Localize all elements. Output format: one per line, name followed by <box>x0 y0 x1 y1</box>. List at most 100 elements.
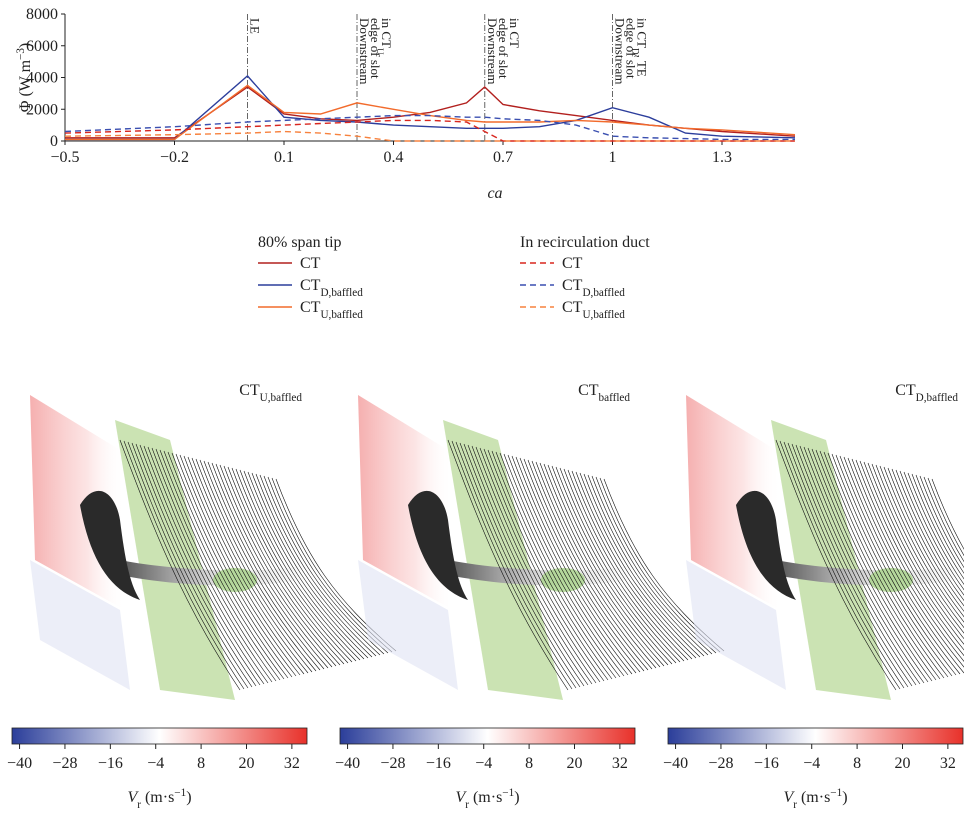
y-axis-label-part: Φ (W m <box>17 59 34 112</box>
annotation-text: in CT <box>507 18 522 48</box>
legend-label-part: CT <box>562 255 583 272</box>
legend-label-part: D,baffled <box>320 287 363 299</box>
legend-label: CTU,baffled <box>300 299 363 321</box>
colorbar-tick-label: −16 <box>754 755 779 772</box>
annotation-text-part: Downstream <box>357 18 372 84</box>
series-line <box>64 130 795 142</box>
annotation-text: edge of slot <box>496 18 511 79</box>
colorbar-label-part: r <box>137 799 141 811</box>
y-tick-label: 4000 <box>26 70 58 87</box>
x-axis-label-part: ca <box>487 185 502 202</box>
colorbar-tick-label: −28 <box>380 755 405 772</box>
colorbar-label-part: (m·s <box>141 789 174 806</box>
colorbar-label-part: (m·s <box>469 789 502 806</box>
annotation-text: Downstream <box>613 18 628 84</box>
series-line <box>65 86 796 139</box>
colorbar-label-part: r <box>465 799 469 811</box>
colorbar-label-part: ) <box>186 789 191 806</box>
panel-title-part: CT <box>239 382 260 399</box>
annotation-text-part: U <box>375 48 385 55</box>
colorbar <box>339 727 636 745</box>
panel-title-part: D,baffled <box>916 392 959 404</box>
colorbar-label-part: V <box>127 789 139 806</box>
legend-label: CTD,baffled <box>300 277 363 299</box>
legend-label-part: CT <box>300 277 321 294</box>
annotation-text: LE <box>248 18 263 34</box>
flow-render <box>29 394 397 701</box>
y-axis-label-part: −3 <box>15 48 27 60</box>
colorbar-tick-label: 20 <box>238 755 254 772</box>
x-tick-label: 0.1 <box>274 149 294 166</box>
colorbar-tick-label: 32 <box>612 755 628 772</box>
panel-title: CTbaffled <box>578 382 630 404</box>
colorbar-tick-label: 8 <box>525 755 533 772</box>
annotation-text-part: edge of slot <box>368 18 383 79</box>
legend-label-part: U,baffled <box>582 309 625 321</box>
y-axis-label: Φ (W m−3) <box>15 43 34 113</box>
series-line <box>64 114 795 141</box>
panel-title-part: baffled <box>599 392 631 404</box>
colorbar-label-part: −1 <box>502 787 514 799</box>
colorbar-tick-label: 32 <box>940 755 956 772</box>
colorbar-tick-label: −16 <box>98 755 123 772</box>
legend-label-part: CT <box>562 299 583 316</box>
annotation-text-part: D <box>631 48 641 55</box>
annotation-text-part: edge of slot <box>624 18 639 79</box>
y-tick-label: 0 <box>50 133 58 150</box>
colorbar-tick-label: −40 <box>7 755 32 772</box>
x-tick-label: −0.2 <box>160 149 189 166</box>
series-line <box>65 74 796 141</box>
panel-title-part: CT <box>578 382 599 399</box>
colorbar-label-part: (m·s <box>797 789 830 806</box>
colorbar-tick-label: −4 <box>475 755 492 772</box>
colorbar-tick-label: −4 <box>803 755 820 772</box>
colorbar-tick-label: −4 <box>147 755 164 772</box>
annotation-text: in CTD, TE <box>631 18 650 77</box>
annotation-text-part: , TE <box>635 55 650 77</box>
colorbar-label-part: r <box>793 799 797 811</box>
legend-label-part: CT <box>300 299 321 316</box>
panel-title: CTU,baffled <box>239 382 302 404</box>
x-tick-label: 0.7 <box>493 149 513 166</box>
colorbar-label: Vr (m·s−1) <box>783 787 847 811</box>
colorbar-tick-label: −16 <box>426 755 451 772</box>
annotation-text-part: in CT <box>379 18 394 48</box>
legend-header: 80% span tip <box>258 234 342 251</box>
colorbar-tick-label: 20 <box>566 755 582 772</box>
annotation-text-part: Downstream <box>613 18 628 84</box>
x-tick-label: 0.4 <box>384 149 404 166</box>
colorbar <box>667 727 964 745</box>
colorbar-tick-label: 32 <box>284 755 300 772</box>
y-tick-label: 6000 <box>26 38 58 55</box>
colorbar-tick-label: −28 <box>708 755 733 772</box>
annotation-text: edge of slot <box>368 18 383 79</box>
annotation-text: edge of slot <box>624 18 639 79</box>
legend-label: CT <box>300 255 321 272</box>
annotation-text: Downstream <box>357 18 372 84</box>
panel-title-part: U,baffled <box>260 392 303 404</box>
panel-title-part: CT <box>895 382 916 399</box>
flow-render <box>685 394 964 701</box>
colorbar-label-part: ) <box>514 789 519 806</box>
legend-label: CTU,baffled <box>562 299 625 321</box>
legend-label-part: U,baffled <box>320 309 363 321</box>
colorbar <box>11 727 308 745</box>
x-tick-label: −0.5 <box>50 149 79 166</box>
legend-label: CTD,baffled <box>562 277 625 299</box>
colorbar-tick-label: 8 <box>197 755 205 772</box>
colorbar-tick-label: 8 <box>853 755 861 772</box>
series-line <box>65 84 796 141</box>
colorbar-label-part: −1 <box>830 787 842 799</box>
colorbar-label-part: V <box>455 789 467 806</box>
colorbar-tick-label: −40 <box>663 755 688 772</box>
annotation-text-part: in CT <box>635 18 650 48</box>
annotation-text-part: Downstream <box>485 18 500 84</box>
annotation-text-part: LE <box>248 18 263 34</box>
colorbar-label-part: −1 <box>174 787 186 799</box>
annotation-text: in CTU <box>375 18 394 55</box>
annotation-text-part: edge of slot <box>496 18 511 79</box>
colorbar-tick-label: −40 <box>335 755 360 772</box>
legend-label-part: CT <box>300 255 321 272</box>
colorbar-label: Vr (m·s−1) <box>127 787 191 811</box>
